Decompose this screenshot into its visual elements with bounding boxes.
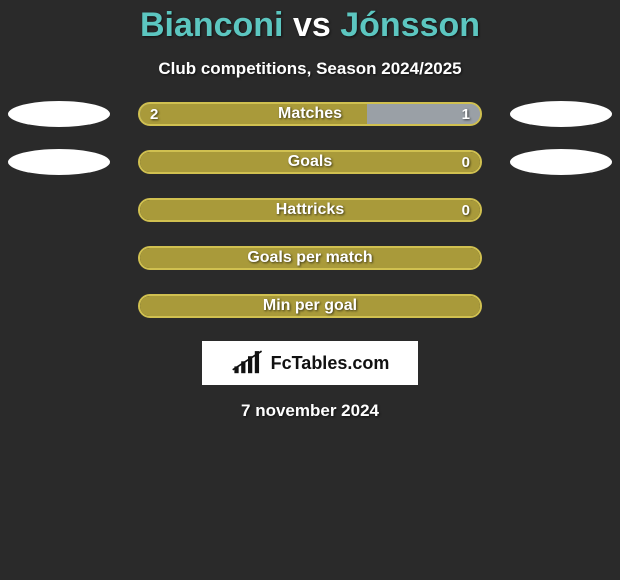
stat-row: Goals0: [0, 149, 620, 175]
logo-text: FcTables.com: [271, 353, 390, 374]
stat-row: Min per goal: [0, 293, 620, 319]
avatar-right: [510, 101, 612, 127]
bar-track: [138, 198, 482, 222]
fill-left: [140, 200, 480, 222]
stat-rows: Matches21 Goals0 Hattricks0 Goals per match…: [0, 101, 620, 319]
title-player1: Bianconi: [140, 6, 284, 44]
fill-left: [140, 152, 480, 174]
bar-track: [138, 294, 482, 318]
avatar-right: [510, 149, 612, 175]
avatar-left: [8, 149, 110, 175]
stat-row: Goals per match: [0, 245, 620, 271]
bar-track: [138, 246, 482, 270]
date-text: 7 november 2024: [0, 401, 620, 421]
stat-row: Matches21: [0, 101, 620, 127]
bar-track: [138, 150, 482, 174]
fill-left: [140, 248, 480, 270]
fill-left: [140, 296, 480, 318]
page-title: Bianconi vs Jónsson: [0, 0, 620, 49]
title-player2: Jónsson: [340, 6, 480, 44]
fill-right: [367, 104, 480, 126]
logo-box: FcTables.com: [202, 341, 418, 385]
title-vs: vs: [293, 6, 331, 44]
fill-left: [140, 104, 367, 126]
stat-row: Hattricks0: [0, 197, 620, 223]
bar-track: [138, 102, 482, 126]
bar-chart-icon: [231, 349, 265, 377]
subtitle: Club competitions, Season 2024/2025: [0, 59, 620, 79]
avatar-left: [8, 101, 110, 127]
